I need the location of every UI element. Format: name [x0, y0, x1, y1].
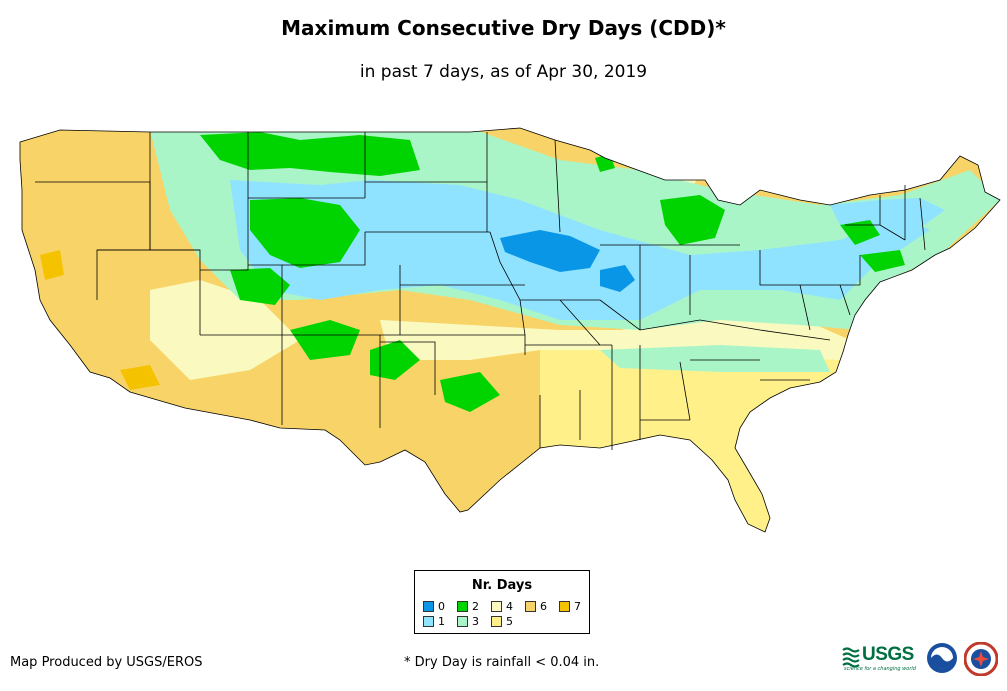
- map-legend: Nr. Days 0 1 2 3 4 5 6 7: [414, 570, 590, 634]
- legend-swatch: [457, 616, 468, 627]
- usgs-logo-text: USGS: [862, 644, 914, 665]
- legend-swatch: [457, 601, 468, 612]
- legend-item-6: 6: [525, 601, 547, 615]
- credit-text: Map Produced by USGS/EROS: [10, 655, 203, 670]
- noaa-logo-icon: [927, 643, 957, 673]
- map-subtitle: in past 7 days, as of Apr 30, 2019: [359, 62, 648, 82]
- legend-swatch: [559, 601, 570, 612]
- legend-items: 0 1 2 3 4 5 6 7: [423, 601, 593, 631]
- agency-logos: USGS science for a changing world: [842, 638, 1002, 678]
- legend-item-5: 5: [491, 616, 513, 630]
- legend-swatch: [423, 601, 434, 612]
- legend-swatch: [491, 601, 502, 612]
- us-cdd-map: [19, 127, 1001, 533]
- usgs-wave-icon: [842, 647, 860, 668]
- legend-label: 7: [574, 600, 581, 613]
- legend-label: 1: [438, 615, 445, 628]
- usgs-tagline: science for a changing world: [844, 666, 916, 672]
- legend-label: 2: [472, 600, 479, 613]
- legend-title: Nr. Days: [471, 578, 533, 593]
- legend-label: 0: [438, 600, 445, 613]
- legend-item-0: 0: [423, 601, 445, 615]
- nws-logo-icon: [964, 642, 998, 676]
- legend-label: 4: [506, 600, 513, 613]
- legend-label: 3: [472, 615, 479, 628]
- legend-swatch: [525, 601, 536, 612]
- legend-swatch: [423, 616, 434, 627]
- legend-swatch: [491, 616, 502, 627]
- legend-item-4: 4: [491, 601, 513, 615]
- legend-item-2: 2: [457, 601, 479, 615]
- legend-item-3: 3: [457, 616, 479, 630]
- legend-item-1: 1: [423, 616, 445, 630]
- legend-label: 6: [540, 600, 547, 613]
- legend-item-7: 7: [559, 601, 581, 615]
- map-title: Maximum Consecutive Dry Days (CDD)*: [281, 16, 726, 40]
- legend-label: 5: [506, 615, 513, 628]
- footnote-text: * Dry Day is rainfall < 0.04 in.: [404, 655, 600, 670]
